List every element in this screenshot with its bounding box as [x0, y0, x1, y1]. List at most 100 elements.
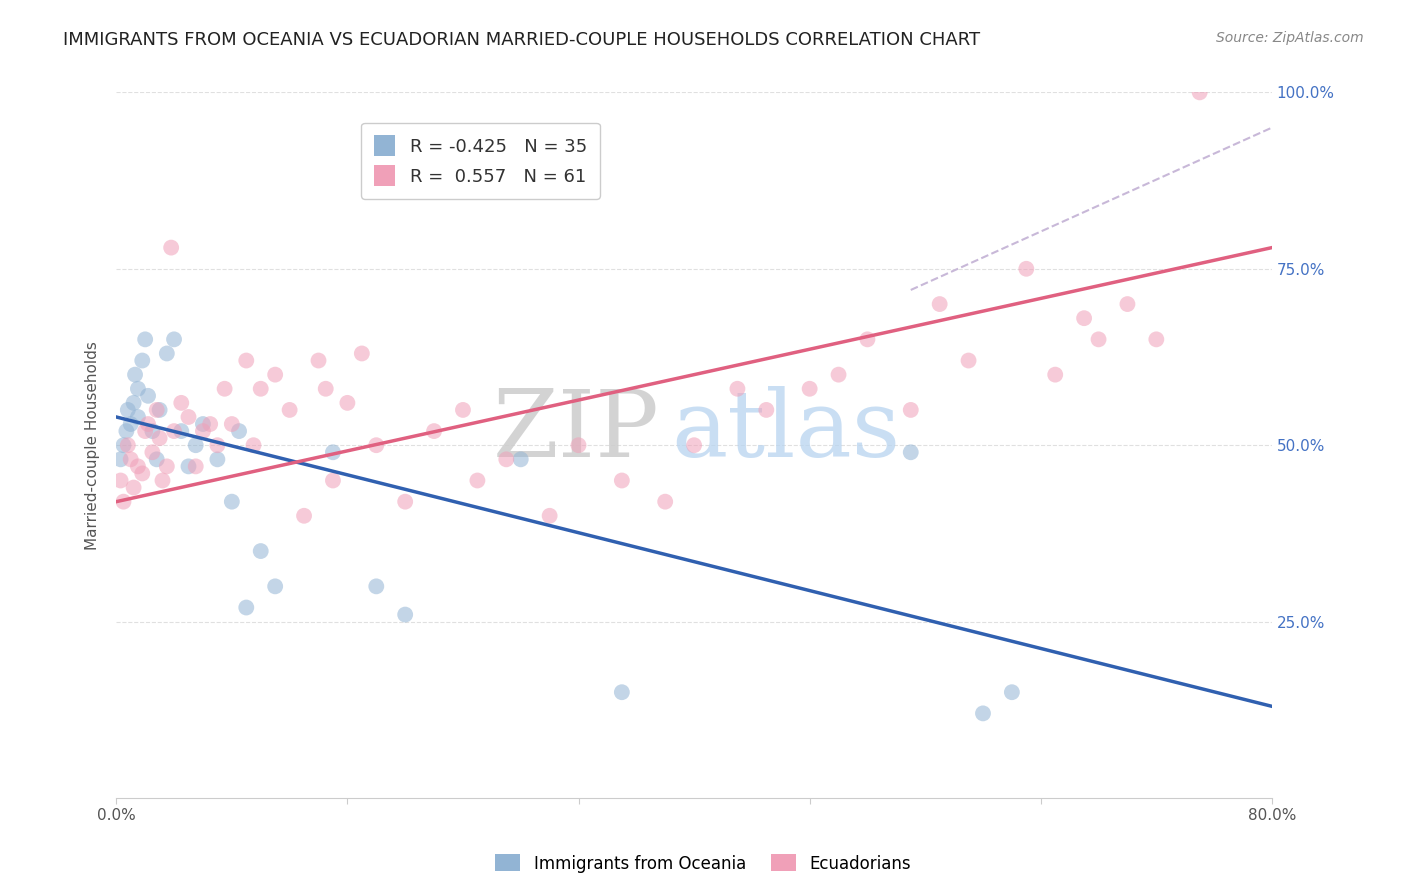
Point — [366, 438, 388, 452]
Point — [177, 409, 200, 424]
Point — [827, 368, 849, 382]
Point — [972, 706, 994, 721]
Point — [235, 353, 257, 368]
Point — [170, 424, 193, 438]
Point — [149, 431, 172, 445]
Point — [315, 382, 337, 396]
Point — [136, 389, 159, 403]
Point — [249, 544, 271, 558]
Point — [451, 403, 474, 417]
Point — [1001, 685, 1024, 699]
Point — [131, 353, 153, 368]
Point — [1087, 332, 1109, 346]
Y-axis label: Married-couple Households: Married-couple Households — [86, 341, 100, 549]
Point — [207, 452, 229, 467]
Point — [336, 396, 359, 410]
Point — [163, 424, 186, 438]
Point — [928, 297, 950, 311]
Point — [110, 474, 132, 488]
Point — [134, 424, 156, 438]
Point — [1188, 86, 1211, 100]
Point — [136, 417, 159, 431]
Point — [145, 403, 167, 417]
Point — [725, 382, 748, 396]
Point — [127, 459, 149, 474]
Point — [1116, 297, 1139, 311]
Point — [214, 382, 236, 396]
Point — [120, 452, 142, 467]
Point — [423, 424, 446, 438]
Text: Source: ZipAtlas.com: Source: ZipAtlas.com — [1216, 31, 1364, 45]
Point — [156, 346, 179, 360]
Legend: R = -0.425   N = 35, R =  0.557   N = 61: R = -0.425 N = 35, R = 0.557 N = 61 — [361, 122, 599, 199]
Point — [228, 424, 250, 438]
Point — [235, 600, 257, 615]
Point — [124, 368, 146, 382]
Text: ZIP: ZIP — [492, 386, 659, 476]
Point — [115, 424, 138, 438]
Point — [249, 382, 271, 396]
Point — [538, 508, 561, 523]
Point — [131, 467, 153, 481]
Point — [127, 409, 149, 424]
Point — [900, 403, 922, 417]
Point — [117, 438, 139, 452]
Point — [112, 438, 135, 452]
Point — [366, 579, 388, 593]
Point — [117, 403, 139, 417]
Legend: Immigrants from Oceania, Ecuadorians: Immigrants from Oceania, Ecuadorians — [488, 847, 918, 880]
Point — [221, 494, 243, 508]
Point — [127, 382, 149, 396]
Text: atlas: atlas — [671, 386, 900, 476]
Point — [198, 417, 221, 431]
Point — [191, 424, 214, 438]
Point — [683, 438, 706, 452]
Point — [207, 438, 229, 452]
Point — [350, 346, 373, 360]
Point — [120, 417, 142, 431]
Point — [264, 579, 287, 593]
Point — [1015, 261, 1038, 276]
Point — [152, 474, 174, 488]
Point — [122, 481, 145, 495]
Point — [755, 403, 778, 417]
Point — [156, 459, 179, 474]
Point — [1045, 368, 1067, 382]
Point — [308, 353, 330, 368]
Point — [264, 368, 287, 382]
Point — [170, 396, 193, 410]
Point — [110, 452, 132, 467]
Text: IMMIGRANTS FROM OCEANIA VS ECUADORIAN MARRIED-COUPLE HOUSEHOLDS CORRELATION CHAR: IMMIGRANTS FROM OCEANIA VS ECUADORIAN MA… — [63, 31, 980, 49]
Point — [610, 474, 633, 488]
Point — [322, 474, 344, 488]
Point — [191, 417, 214, 431]
Point — [654, 494, 676, 508]
Point — [122, 396, 145, 410]
Point — [394, 607, 416, 622]
Point — [799, 382, 821, 396]
Point — [184, 459, 207, 474]
Point — [292, 508, 315, 523]
Point — [141, 445, 163, 459]
Point — [134, 332, 156, 346]
Point — [1073, 311, 1095, 326]
Point — [149, 403, 172, 417]
Point — [160, 241, 183, 255]
Point — [177, 459, 200, 474]
Point — [1144, 332, 1167, 346]
Point — [242, 438, 264, 452]
Point — [610, 685, 633, 699]
Point — [145, 452, 167, 467]
Point — [957, 353, 980, 368]
Point — [495, 452, 517, 467]
Point — [141, 424, 163, 438]
Point — [278, 403, 301, 417]
Point — [856, 332, 879, 346]
Point — [322, 445, 344, 459]
Point — [394, 494, 416, 508]
Point — [467, 474, 489, 488]
Point — [509, 452, 531, 467]
Point — [112, 494, 135, 508]
Point — [900, 445, 922, 459]
Point — [163, 332, 186, 346]
